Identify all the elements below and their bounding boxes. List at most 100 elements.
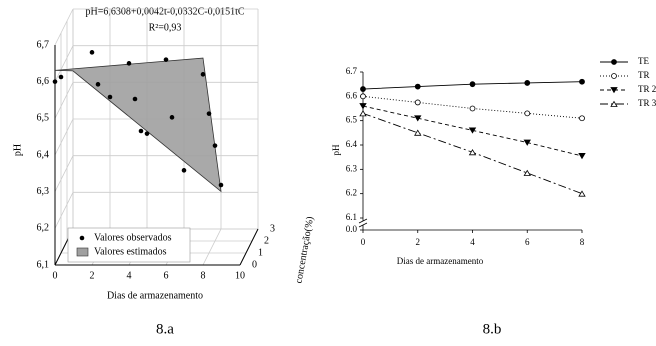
z-tick-label: 2: [264, 235, 269, 246]
x-tick-label: 4: [127, 270, 132, 281]
chart-title: pH=6,6308+0,0042t-0,0332C-0,0151tC: [85, 6, 244, 17]
y-tick-label: 6.2: [346, 188, 357, 198]
point: [138, 128, 144, 134]
x-axis-label: Dias de armazenamento: [397, 256, 484, 266]
point: [58, 74, 64, 80]
x-tick-label: 8: [201, 270, 206, 281]
legend-label: TR 2: [638, 84, 656, 94]
point: [360, 93, 366, 100]
legend-marker: [76, 247, 89, 257]
point: [95, 82, 101, 87]
point: [579, 78, 585, 85]
point: [469, 105, 476, 112]
point: [578, 190, 586, 197]
x-tick-label: 4: [470, 237, 475, 247]
y-tick-label: 6,2: [37, 223, 50, 234]
x-tick-label: 6: [164, 270, 169, 281]
x-axis-label: Dias de armazenamento: [107, 290, 203, 301]
y-tick-label: 6.7: [346, 66, 358, 76]
point: [200, 72, 206, 77]
axis-break: [358, 222, 368, 228]
y-tick-label: 6,7: [37, 39, 50, 50]
point: [144, 131, 150, 136]
legend-marker: [611, 73, 617, 79]
legend-marker: [611, 59, 617, 65]
point: [579, 115, 585, 122]
x-tick-label: 6: [525, 237, 530, 247]
point: [360, 86, 366, 92]
y-tick-label: 6,5: [37, 113, 50, 124]
point: [524, 110, 531, 117]
point: [132, 96, 138, 102]
z-axis-label: concentração(%): [294, 216, 317, 285]
point: [52, 79, 58, 84]
grid-line: [54, 118, 74, 156]
x-tick-label: 2: [90, 270, 95, 281]
point: [414, 129, 422, 136]
point: [206, 111, 212, 116]
y-tick-label: 0.0: [346, 224, 358, 234]
point: [212, 143, 218, 148]
y-tick-label: 6.1: [346, 212, 357, 222]
z-tick-label: 1: [258, 247, 263, 258]
point: [414, 99, 421, 106]
point: [414, 83, 421, 90]
y-tick-label: 6,3: [37, 186, 50, 197]
axis-break: [358, 218, 368, 224]
grid-line: [54, 45, 74, 82]
legend-label: TR: [638, 70, 650, 80]
point: [218, 182, 224, 188]
y-tick-label: 6,1: [37, 259, 50, 270]
x-tick-label: 10: [235, 270, 245, 281]
legend-label: TE: [638, 56, 649, 66]
y-axis-label: pH: [331, 144, 341, 156]
x-tick-label: 2: [416, 237, 421, 247]
legend-label: TR 3: [638, 98, 656, 108]
point: [523, 169, 531, 176]
grid-line: [54, 155, 74, 192]
point: [181, 168, 187, 173]
grid-line: [54, 192, 74, 229]
y-tick-label: 6,4: [37, 149, 50, 160]
point: [578, 153, 586, 160]
y-tick-label: 6,6: [37, 76, 50, 87]
y-axis-label: pH: [12, 144, 23, 156]
point: [359, 103, 367, 110]
point: [359, 110, 367, 117]
caption: 8.a: [156, 321, 174, 337]
grid-line: [202, 228, 222, 266]
z-tick-label: 3: [270, 223, 275, 234]
grid-line: [54, 82, 74, 119]
legend-marker: [610, 87, 618, 94]
z-tick-label: 0: [252, 259, 257, 270]
y-tick-label: 6.4: [346, 139, 358, 149]
point: [468, 149, 477, 156]
line: [362, 95, 583, 119]
legend-label: Valores observados: [94, 232, 172, 243]
grid-line: [54, 8, 74, 46]
caption: 8.b: [483, 321, 502, 337]
legend-marker: [610, 100, 618, 107]
point: [468, 127, 477, 134]
legend-box: [67, 227, 191, 263]
point: [469, 81, 476, 88]
axis-break: [358, 221, 368, 225]
point: [524, 80, 531, 86]
legend-label: Valores estimados: [94, 246, 167, 257]
x-tick-label: 0: [53, 270, 58, 281]
chart-subtitle: R²=0,93: [149, 22, 182, 33]
axis-line: [239, 228, 259, 266]
y-tick-label: 6.5: [346, 115, 358, 125]
y-tick-label: 6.3: [346, 163, 358, 173]
point: [126, 61, 132, 66]
surface: [54, 57, 222, 193]
point: [523, 139, 531, 146]
point: [163, 57, 169, 62]
point: [414, 115, 422, 122]
x-tick-label: 0: [361, 237, 366, 247]
point: [107, 94, 113, 100]
x-tick-label: 8: [580, 237, 585, 247]
point: [169, 115, 175, 120]
legend-marker: [79, 235, 85, 241]
